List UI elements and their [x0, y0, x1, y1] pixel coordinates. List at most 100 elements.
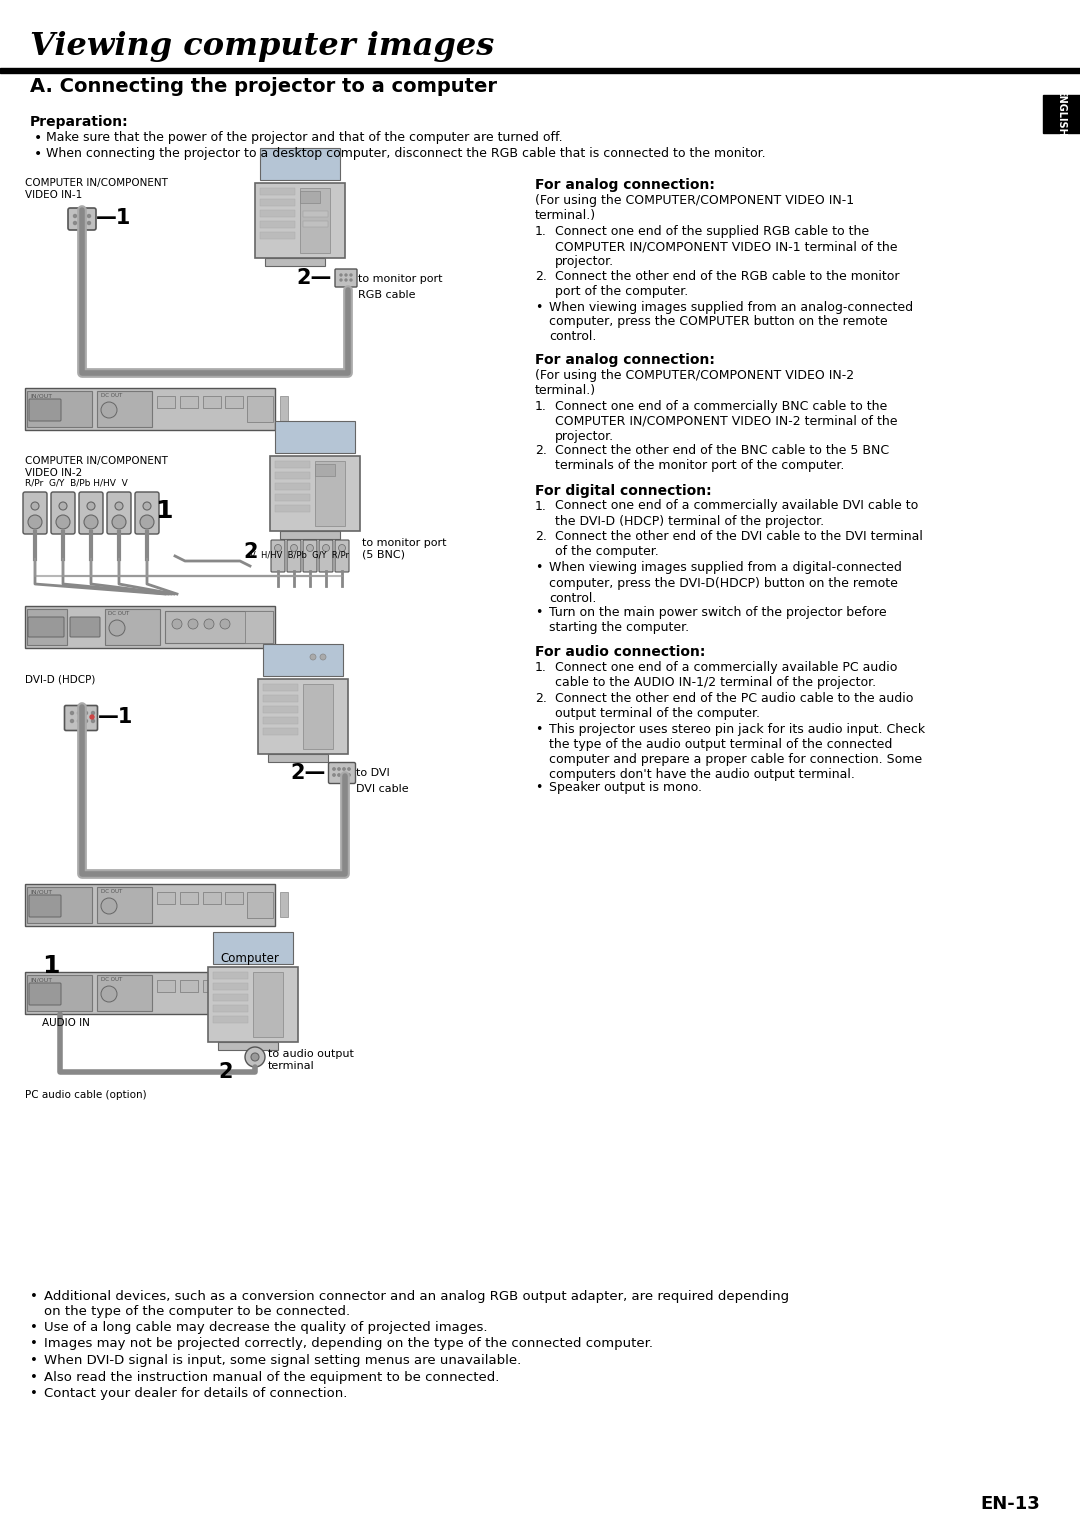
Text: to monitor port: to monitor port	[357, 274, 443, 284]
Circle shape	[31, 503, 39, 510]
Bar	[225, 396, 243, 408]
Bar	[165, 611, 273, 643]
Circle shape	[70, 712, 73, 715]
Text: •: •	[535, 781, 542, 795]
Circle shape	[56, 515, 70, 529]
Text: Make sure that the power of the projector and that of the computer are turned of: Make sure that the power of the projecto…	[46, 131, 563, 144]
Circle shape	[87, 503, 95, 510]
Text: For digital connection:: For digital connection:	[535, 483, 712, 498]
Circle shape	[274, 544, 282, 552]
Bar	[213, 983, 248, 990]
Bar	[300, 191, 320, 203]
Circle shape	[143, 503, 151, 510]
Circle shape	[307, 544, 313, 552]
FancyBboxPatch shape	[287, 539, 301, 571]
Bar	[260, 209, 295, 217]
Bar	[264, 685, 298, 691]
Circle shape	[102, 402, 117, 419]
Text: RGB cable: RGB cable	[357, 290, 416, 299]
Circle shape	[348, 773, 350, 776]
Bar	[105, 610, 160, 645]
Bar	[275, 504, 310, 512]
Text: •: •	[535, 561, 542, 575]
Bar	[275, 461, 310, 468]
Bar	[213, 1016, 248, 1024]
Bar	[260, 148, 340, 180]
Circle shape	[84, 515, 98, 529]
Text: 1: 1	[156, 500, 173, 523]
Text: IN/OUT: IN/OUT	[30, 976, 52, 983]
Bar	[25, 607, 275, 648]
Text: COMPUTER IN/COMPONENT
VIDEO IN-2: COMPUTER IN/COMPONENT VIDEO IN-2	[25, 455, 167, 478]
FancyBboxPatch shape	[28, 617, 64, 637]
FancyBboxPatch shape	[29, 983, 60, 1005]
Text: Connect the other end of the PC audio cable to the audio
output terminal of the : Connect the other end of the PC audio ca…	[555, 692, 914, 720]
FancyBboxPatch shape	[51, 492, 75, 533]
Bar	[264, 706, 298, 714]
Circle shape	[350, 274, 352, 277]
Bar	[264, 643, 343, 675]
Circle shape	[87, 222, 91, 225]
Text: Images may not be projected correctly, depending on the type of the connected co: Images may not be projected correctly, d…	[44, 1337, 653, 1351]
Bar	[213, 972, 248, 979]
Circle shape	[84, 712, 87, 715]
FancyBboxPatch shape	[79, 492, 103, 533]
Circle shape	[333, 773, 335, 776]
Text: Connect one end of a commercially available DVI cable to
the DVI-D (HDCP) termin: Connect one end of a commercially availa…	[555, 500, 918, 527]
Text: 2.: 2.	[535, 692, 546, 704]
Text: •: •	[30, 1337, 38, 1351]
Circle shape	[84, 720, 87, 723]
Text: Preparation:: Preparation:	[30, 115, 129, 128]
Bar	[25, 972, 265, 1015]
Text: —1: —1	[96, 208, 132, 228]
Text: 2: 2	[218, 1062, 233, 1082]
Bar	[225, 892, 243, 905]
Bar	[213, 1005, 248, 1012]
Circle shape	[310, 654, 316, 660]
Circle shape	[28, 515, 42, 529]
Text: Contact your dealer for details of connection.: Contact your dealer for details of conne…	[44, 1387, 348, 1400]
Bar	[27, 975, 92, 1012]
Circle shape	[87, 214, 91, 217]
Text: •: •	[535, 723, 542, 736]
Circle shape	[342, 773, 346, 776]
Text: AUDIO IN: AUDIO IN	[42, 1018, 90, 1028]
Text: DC OUT: DC OUT	[102, 976, 122, 983]
Circle shape	[350, 280, 352, 281]
Text: Connect one end of a commercially available PC audio
cable to the AUDIO IN-1/2 t: Connect one end of a commercially availa…	[555, 662, 897, 689]
Text: •: •	[30, 1387, 38, 1400]
FancyBboxPatch shape	[319, 539, 333, 571]
Circle shape	[204, 619, 214, 630]
Text: DC OUT: DC OUT	[108, 611, 130, 616]
Bar	[268, 753, 328, 762]
Circle shape	[59, 503, 67, 510]
Bar	[315, 465, 335, 477]
Bar	[275, 472, 310, 478]
Text: DC OUT: DC OUT	[102, 393, 122, 397]
Text: When viewing images supplied from an analog-connected
computer, press the COMPUT: When viewing images supplied from an ana…	[549, 301, 913, 344]
Bar	[280, 892, 288, 917]
Text: •: •	[30, 1371, 38, 1383]
Bar	[1043, 95, 1080, 133]
Bar	[247, 396, 273, 422]
Circle shape	[114, 503, 123, 510]
Circle shape	[140, 515, 154, 529]
Text: 1.: 1.	[535, 225, 546, 238]
Text: ENGLISH: ENGLISH	[1056, 89, 1066, 138]
Bar	[203, 892, 221, 905]
Bar	[180, 892, 198, 905]
FancyBboxPatch shape	[68, 208, 96, 231]
Circle shape	[112, 515, 126, 529]
Circle shape	[90, 715, 94, 720]
Text: When DVI-D signal is input, some signal setting menus are unavailable.: When DVI-D signal is input, some signal …	[44, 1354, 522, 1368]
Text: to monitor port
(5 BNC): to monitor port (5 BNC)	[362, 538, 446, 559]
Bar	[208, 967, 298, 1042]
Text: R/Pr  G/Y  B/Pb H/HV  V: R/Pr G/Y B/Pb H/HV V	[25, 478, 127, 487]
Circle shape	[70, 720, 73, 723]
Text: A. Connecting the projector to a computer: A. Connecting the projector to a compute…	[30, 76, 497, 96]
Text: •: •	[33, 147, 42, 160]
Circle shape	[340, 274, 342, 277]
Circle shape	[251, 1053, 259, 1060]
Bar	[97, 975, 152, 1012]
Circle shape	[109, 620, 125, 636]
